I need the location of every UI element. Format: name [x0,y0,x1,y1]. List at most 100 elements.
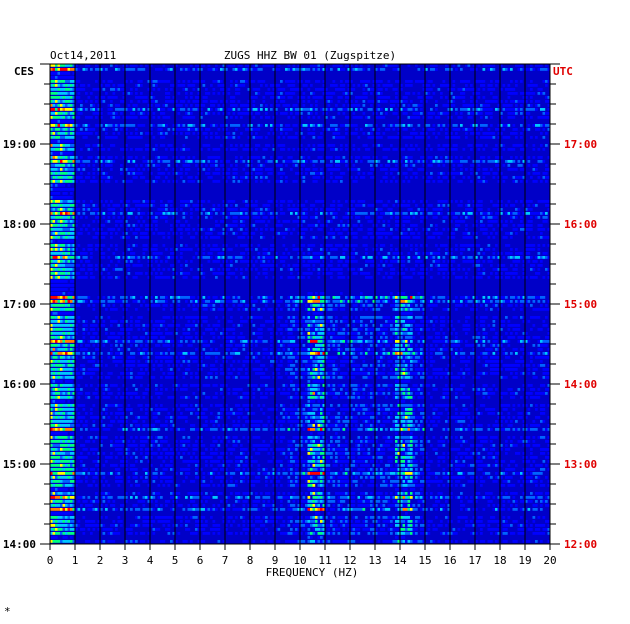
spectrogram-cell [407,200,411,203]
spectrogram-cell [537,68,541,71]
spectrogram-cell [487,220,491,223]
spectrogram-cell [532,264,536,267]
spectrogram-cell [360,96,363,99]
spectrogram-cell [177,104,181,107]
spectrogram-cell [372,88,376,91]
spectrogram-cell [465,80,468,83]
spectrogram-cell [127,168,131,171]
spectrogram-cell [230,264,233,267]
spectrogram-cell [422,268,426,271]
spectrogram-cell [122,256,126,259]
spectrogram-cell [60,204,63,207]
spectrogram-cell [92,180,96,183]
spectrogram-cell [140,164,143,167]
spectrogram-cell [57,184,61,187]
spectrogram-cell [252,64,256,67]
spectrogram-cell [217,252,221,255]
spectrogram-cell [390,64,393,67]
spectrogram-cell [515,180,518,183]
spectrogram-cell [460,96,463,99]
spectrogram-cell [457,224,461,227]
spectrogram-cell [542,228,546,231]
spectrogram-cell [372,160,376,163]
spectrogram-cell [250,80,253,83]
spectrogram-cell [60,120,63,123]
spectrogram-cell [327,272,331,275]
spectrogram-cell [527,84,531,87]
spectrogram-cell [327,212,331,215]
spectrogram-cell [102,256,106,259]
spectrogram-cell [185,244,188,247]
spectrogram-cell [170,208,173,211]
spectrogram-cell [472,204,476,207]
spectrogram-cell [315,68,318,71]
spectrogram-cell [462,296,466,299]
spectrogram-cell [135,264,138,267]
spectrogram-cell [312,116,316,119]
spectrogram-cell [132,296,136,299]
spectrogram-cell [67,140,71,143]
spectrogram-cell [290,68,293,71]
spectrogram-cell [372,100,376,103]
spectrogram-cell [537,172,541,175]
spectrogram-cell [122,236,126,239]
spectrogram-cell [250,68,253,71]
spectrogram-cell [195,100,198,103]
spectrogram-cell [185,104,188,107]
spectrogram-cell [82,200,86,203]
spectrogram-cell [220,256,223,259]
spectrogram-cell [342,88,346,91]
spectrogram-cell [290,168,293,171]
spectrogram-cell [142,108,146,111]
spectrogram-cell [240,252,243,255]
spectrogram-cell [377,92,381,95]
spectrogram-cell [235,164,238,167]
spectrogram-cell [485,64,488,67]
spectrogram-cell [117,204,121,207]
spectrogram-cell [297,248,301,251]
spectrogram-cell [365,144,368,147]
spectrogram-cell [372,260,376,263]
spectrogram-cell [137,136,141,139]
spectrogram-cell [50,184,53,187]
spectrogram-cell [187,128,191,131]
spectrogram-cell [482,224,486,227]
spectrogram-cell [140,80,143,83]
spectrogram-cell [232,216,236,219]
spectrogram-cell [255,128,258,131]
spectrogram-cell [522,176,526,179]
spectrogram-cell [537,264,541,267]
spectrogram-cell [490,132,493,135]
spectrogram-cell [345,260,348,263]
spectrogram-cell [465,212,468,215]
spectrogram-cell [460,168,463,171]
spectrogram-cell [340,236,343,239]
spectrogram-cell [357,108,361,111]
spectrogram-cell [300,108,303,111]
spectrogram-cell [107,136,111,139]
spectrogram-cell [502,176,506,179]
spectrogram-cell [547,272,551,275]
spectrogram-cell [392,104,396,107]
spectrogram-cell [530,264,533,267]
spectrogram-cell [127,172,131,175]
spectrogram-cell [240,212,243,215]
spectrogram-cell [95,116,98,119]
spectrogram-cell [110,236,113,239]
spectrogram-cell [475,124,478,127]
spectrogram-cell [122,296,126,299]
spectrogram-cell [370,108,373,111]
spectrogram-cell [62,296,66,299]
spectrogram-cell [130,100,133,103]
spectrogram-cell [487,248,491,251]
spectrogram-cell [517,144,521,147]
spectrogram-cell [80,180,83,183]
spectrogram-cell [260,232,263,235]
spectrogram-cell [515,208,518,211]
spectrogram-cell [240,180,243,183]
spectrogram-cell [52,260,56,263]
spectrogram-cell [385,112,388,115]
spectrogram-cell [65,92,68,95]
spectrogram-cell [62,108,66,111]
spectrogram-cell [162,108,166,111]
